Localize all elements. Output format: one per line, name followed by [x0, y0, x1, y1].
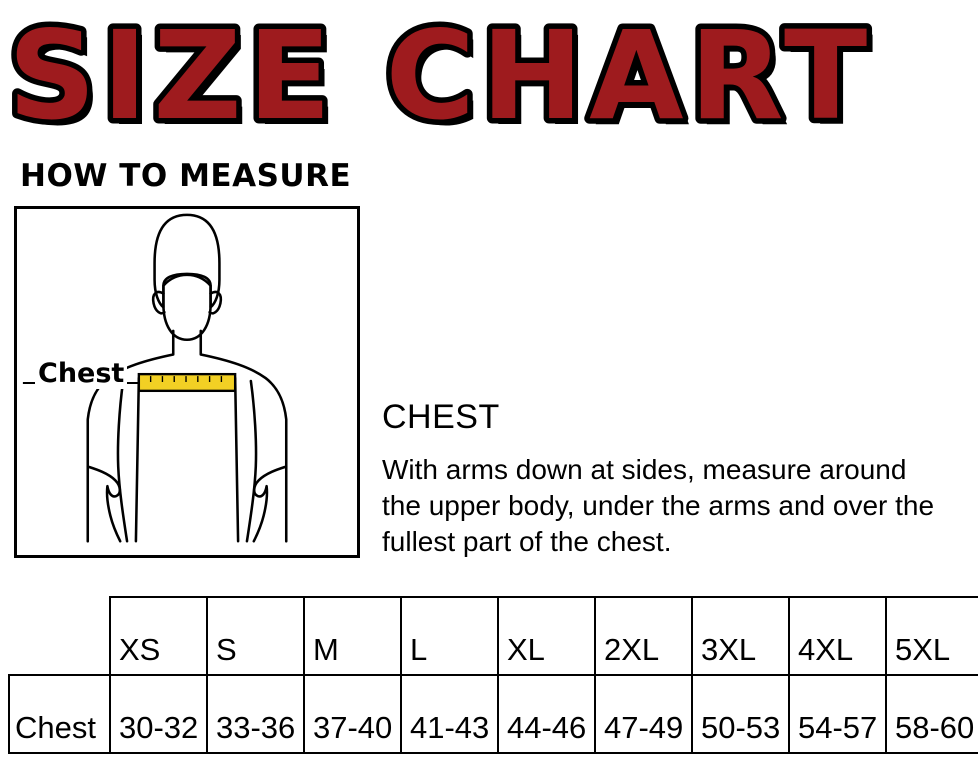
- body-figure-diagram: [22, 213, 288, 543]
- table-header-5xl: 5XL: [885, 596, 978, 676]
- table-cell-chest-l: 41-43: [400, 674, 499, 754]
- table-cell-chest-xs: 30-32: [109, 674, 208, 754]
- table-row-label-chest: Chest: [8, 674, 111, 754]
- size-table: XS S M L XL 2XL 3XL 4XL 5XL Chest 30-32 …: [8, 596, 978, 754]
- table-corner-blank: [9, 597, 110, 675]
- table-cell-chest-2xl: 47-49: [594, 674, 693, 754]
- male-torso-outline: [86, 213, 288, 543]
- measurement-description: With arms down at sides, measure around …: [382, 454, 935, 557]
- table-cell-chest-5xl: 58-60: [885, 674, 978, 754]
- table-row: Chest 30-32 33-36 37-40 41-43 44-46 47-4…: [8, 674, 978, 754]
- table-header-s: S: [206, 596, 305, 676]
- page-title: SIZE CHART SIZE CHART: [0, 0, 978, 148]
- table-header-3xl: 3XL: [691, 596, 790, 676]
- table-cell-chest-xl: 44-46: [497, 674, 596, 754]
- page-title-text: SIZE CHART: [8, 5, 873, 147]
- table-header-4xl: 4XL: [788, 596, 887, 676]
- title-graphic: SIZE CHART SIZE CHART: [3, 0, 879, 148]
- measurement-illustration-box: Chest: [14, 206, 360, 558]
- table-header-m: M: [303, 596, 402, 676]
- table-cell-chest-4xl: 54-57: [788, 674, 887, 754]
- table-cell-chest-3xl: 50-53: [691, 674, 790, 754]
- table-header-row: XS S M L XL 2XL 3XL 4XL 5XL: [9, 596, 978, 676]
- table-header-l: L: [400, 596, 499, 676]
- section-heading-how-to-measure: HOW TO MEASURE: [20, 158, 352, 194]
- table-cell-chest-m: 37-40: [303, 674, 402, 754]
- size-table-container: XS S M L XL 2XL 3XL 4XL 5XL Chest 30-32 …: [8, 596, 978, 756]
- table-cell-chest-s: 33-36: [206, 674, 305, 754]
- table-header-2xl: 2XL: [594, 596, 693, 676]
- measuring-tape: [137, 372, 237, 393]
- chest-callout-label: Chest: [35, 358, 128, 389]
- table-header-xs: XS: [109, 596, 208, 676]
- measurement-heading-chest: CHEST: [382, 398, 500, 436]
- table-header-xl: XL: [497, 596, 596, 676]
- page-title-shadow: SIZE CHART: [14, 11, 879, 148]
